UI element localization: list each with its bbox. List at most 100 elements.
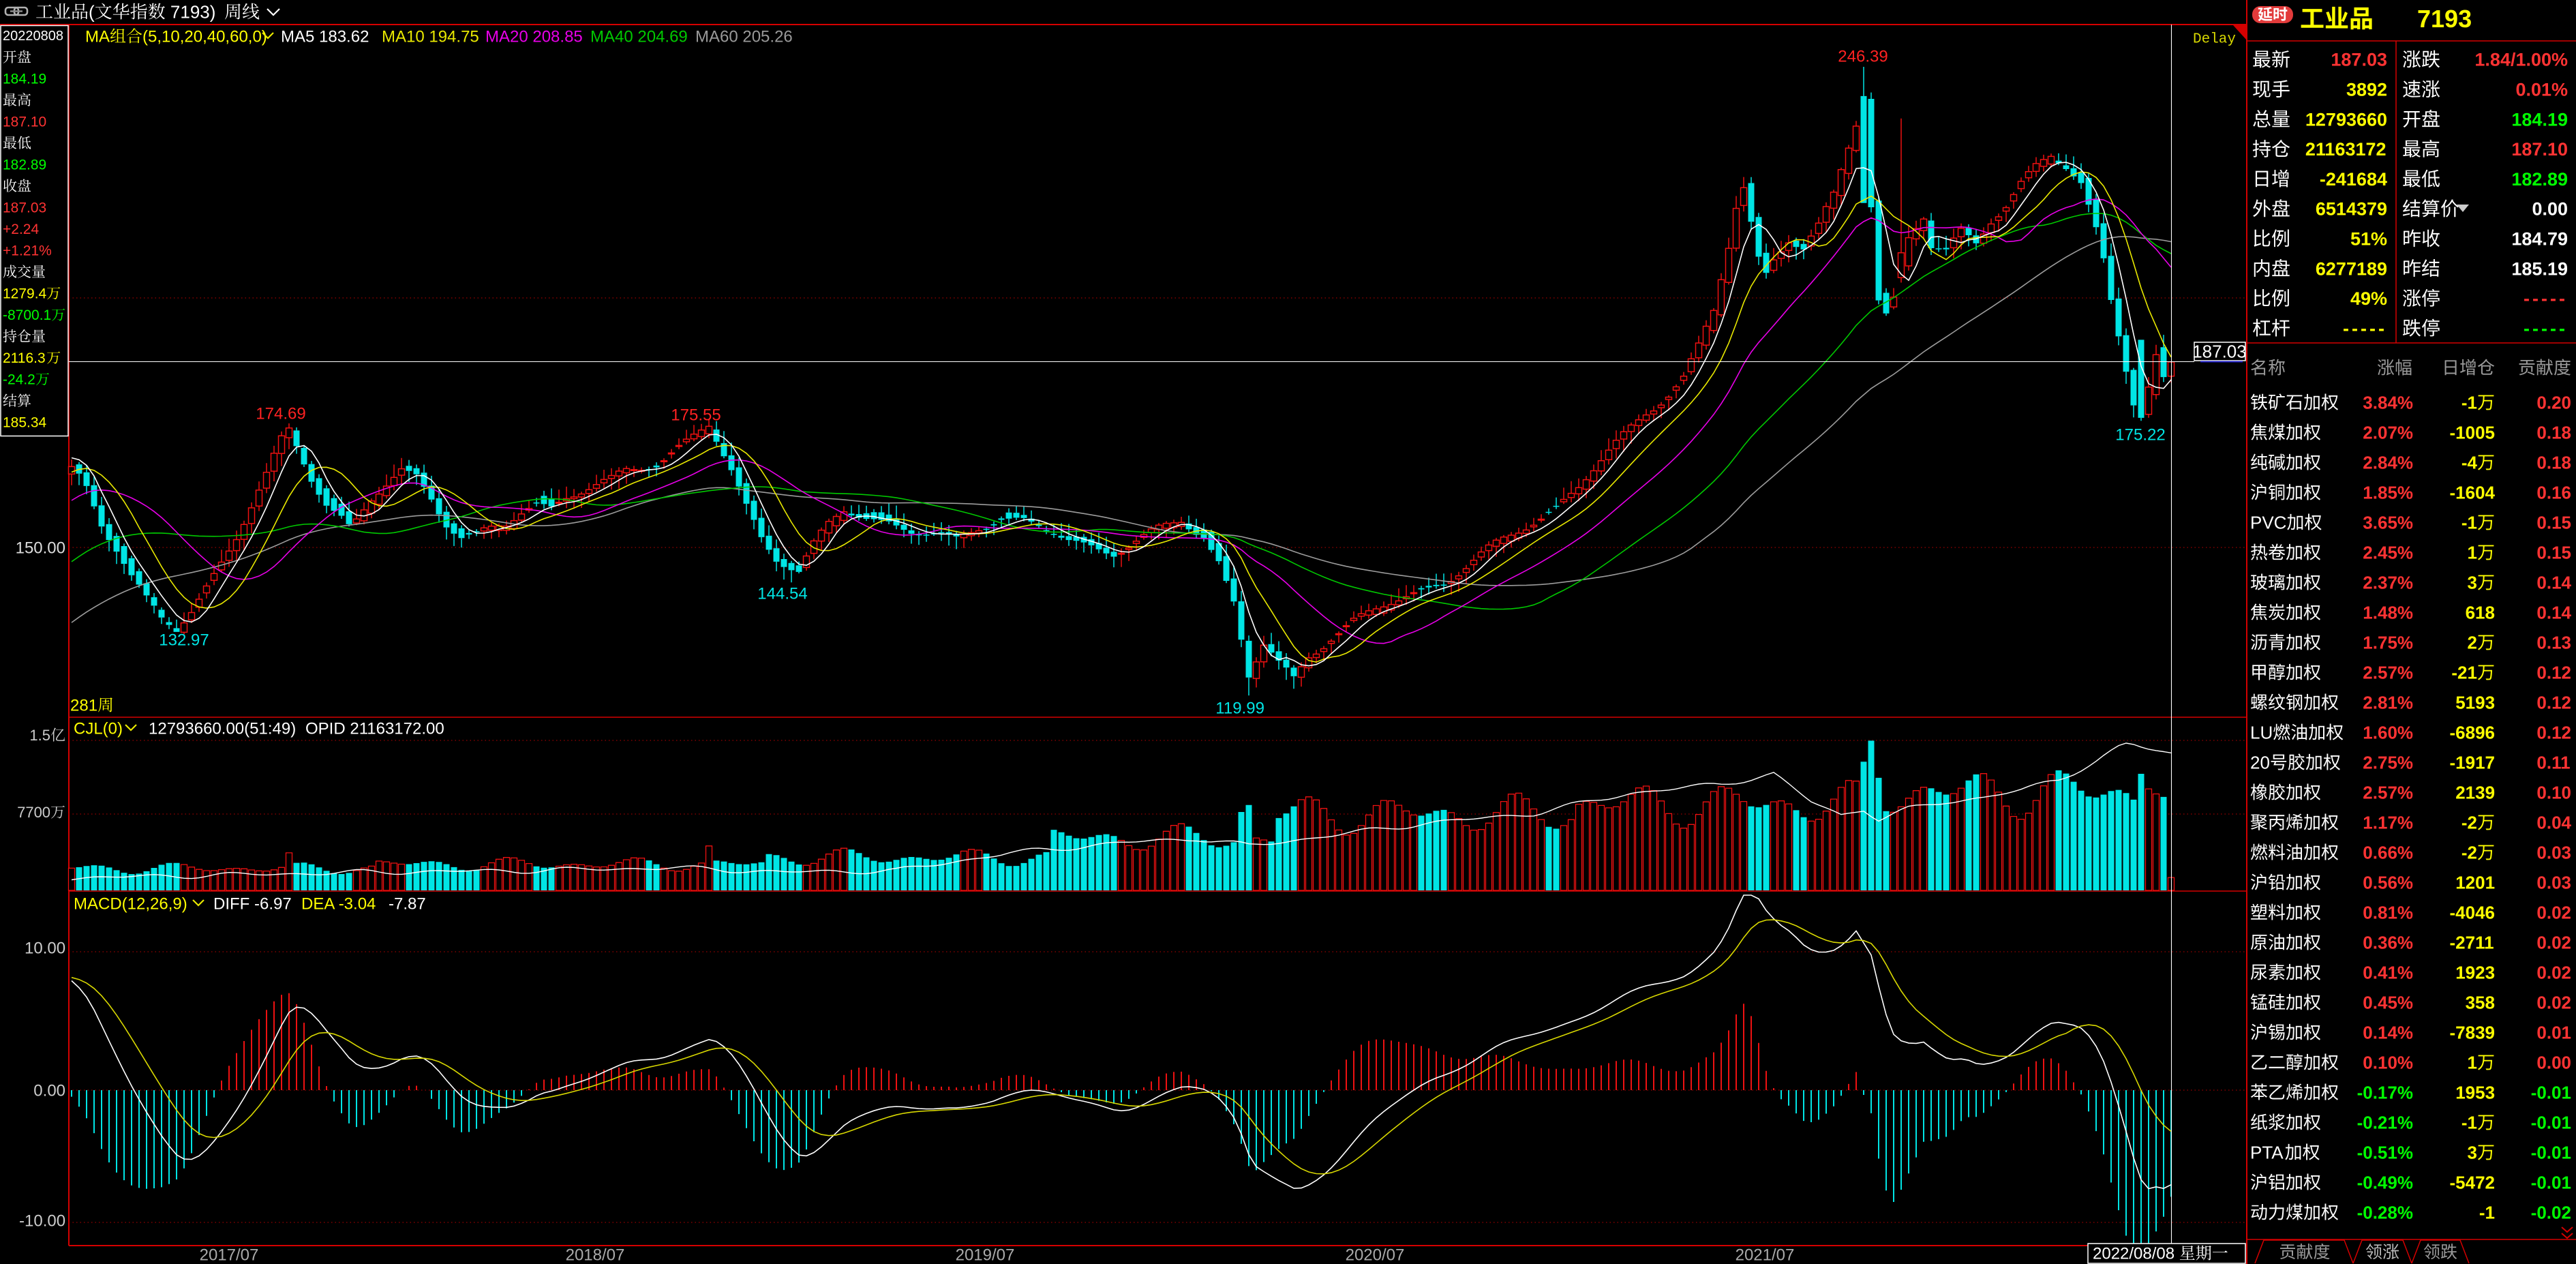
svg-text:0.20: 0.20	[2536, 392, 2571, 412]
svg-text:144.54: 144.54	[757, 585, 807, 603]
svg-text:0.15: 0.15	[2536, 542, 2571, 562]
svg-text:-1604: -1604	[2450, 482, 2496, 502]
svg-text:20: 20	[2250, 752, 2270, 772]
svg-text:OPID 21163172.00: OPID 21163172.00	[305, 720, 444, 738]
svg-text:MA60 205.26: MA60 205.26	[695, 28, 793, 46]
svg-text:0.01%: 0.01%	[2516, 80, 2569, 100]
svg-text:-7.87: -7.87	[389, 895, 426, 914]
svg-text:2.37%: 2.37%	[2363, 572, 2413, 592]
svg-text:0.14%: 0.14%	[2363, 1022, 2413, 1042]
svg-text:-2711: -2711	[2450, 932, 2494, 952]
svg-text:119.99: 119.99	[1215, 699, 1264, 718]
svg-text:150.00: 150.00	[16, 539, 65, 558]
svg-text:-1917: -1917	[2450, 752, 2496, 772]
svg-text:-1: -1	[2461, 1112, 2477, 1132]
svg-text:0.14: 0.14	[2536, 572, 2571, 592]
svg-text:0.12: 0.12	[2536, 722, 2571, 742]
svg-text:-1: -1	[2479, 1202, 2495, 1222]
svg-text:-24.2: -24.2	[3, 372, 35, 388]
svg-text:LU: LU	[2250, 722, 2273, 742]
svg-text:-1: -1	[2461, 512, 2477, 532]
svg-text:-0.01: -0.01	[2531, 1142, 2571, 1162]
svg-text:5193: 5193	[2455, 692, 2495, 712]
svg-text:+1.21%: +1.21%	[3, 243, 52, 259]
svg-text:358: 358	[2466, 992, 2495, 1012]
svg-text:2020/07: 2020/07	[1346, 1246, 1405, 1264]
svg-text:187.03: 187.03	[3, 200, 46, 216]
svg-text:3892: 3892	[2346, 80, 2387, 100]
svg-text:-6896: -6896	[2450, 722, 2496, 742]
svg-text:7193: 7193	[2417, 5, 2472, 33]
svg-text:6514379: 6514379	[2316, 199, 2387, 220]
svg-text:PTA: PTA	[2250, 1142, 2284, 1162]
svg-text:DEA -3.04: DEA -3.04	[301, 895, 376, 914]
svg-text:3: 3	[2468, 572, 2477, 592]
svg-text:-0.17%: -0.17%	[2357, 1082, 2413, 1102]
svg-text:2: 2	[2468, 632, 2477, 652]
svg-text:2017/07: 2017/07	[200, 1246, 259, 1264]
svg-text:-241684: -241684	[2320, 169, 2387, 190]
svg-text:-5472: -5472	[2450, 1172, 2496, 1192]
svg-text:7193): 7193)	[166, 1, 216, 22]
svg-text:0.03: 0.03	[2536, 842, 2571, 862]
svg-text:185.34: 185.34	[3, 415, 47, 431]
svg-text:0.14: 0.14	[2536, 602, 2571, 622]
svg-text:49%: 49%	[2350, 288, 2387, 309]
svg-text:-2: -2	[2461, 812, 2477, 832]
svg-text:0.10%: 0.10%	[2363, 1052, 2413, 1072]
svg-text:0.15: 0.15	[2536, 512, 2571, 532]
svg-text:1.84/1.00%: 1.84/1.00%	[2474, 50, 2568, 70]
svg-text:21163172: 21163172	[2305, 139, 2386, 160]
svg-text:0.02: 0.02	[2536, 992, 2571, 1012]
svg-text:184.19: 184.19	[3, 72, 46, 87]
svg-text:CJL(0): CJL(0)	[74, 720, 123, 738]
svg-text:175.55: 175.55	[671, 406, 721, 425]
svg-text:0.10: 0.10	[2536, 782, 2571, 802]
svg-text:185.19: 185.19	[2511, 258, 2568, 279]
svg-text:PVC: PVC	[2250, 512, 2286, 532]
svg-text:0.04: 0.04	[2536, 812, 2571, 832]
svg-text:12793660.00(51:49): 12793660.00(51:49)	[149, 720, 296, 738]
svg-text:0.02: 0.02	[2536, 932, 2571, 952]
svg-text:(: (	[89, 1, 95, 22]
svg-text:1.48%: 1.48%	[2363, 602, 2413, 622]
svg-text:-----: -----	[2343, 318, 2387, 339]
svg-text:-0.49%: -0.49%	[2357, 1172, 2413, 1192]
svg-text:-21: -21	[2451, 662, 2477, 682]
svg-text:MACD(12,26,9): MACD(12,26,9)	[74, 895, 187, 914]
svg-text:0.36%: 0.36%	[2363, 932, 2413, 952]
svg-text:10.00: 10.00	[25, 939, 65, 958]
svg-text:2.57%: 2.57%	[2363, 782, 2413, 802]
svg-text:-2: -2	[2461, 842, 2477, 862]
svg-text:51%: 51%	[2350, 229, 2387, 250]
svg-text:2139: 2139	[2455, 782, 2495, 802]
svg-text:0.41%: 0.41%	[2363, 962, 2413, 982]
svg-text:1923: 1923	[2455, 962, 2495, 982]
svg-text:246.39: 246.39	[1838, 48, 1888, 66]
svg-text:0.00: 0.00	[2532, 199, 2569, 220]
svg-text:3.84%: 3.84%	[2363, 392, 2413, 412]
svg-text:0.00: 0.00	[33, 1082, 65, 1100]
svg-text:-0.21%: -0.21%	[2357, 1112, 2413, 1132]
svg-text:1279.4: 1279.4	[3, 286, 47, 302]
svg-text:2.07%: 2.07%	[2363, 422, 2413, 442]
svg-text:-----: -----	[2524, 288, 2568, 309]
svg-text:1.17%: 1.17%	[2363, 812, 2413, 832]
svg-text:-0.01: -0.01	[2531, 1082, 2571, 1102]
svg-text:1953: 1953	[2455, 1082, 2495, 1102]
svg-text:2116.3: 2116.3	[3, 350, 46, 366]
svg-text:281: 281	[70, 697, 97, 715]
svg-text:0.02: 0.02	[2536, 902, 2571, 922]
svg-text:1: 1	[2468, 542, 2477, 562]
svg-text:0.11: 0.11	[2536, 752, 2570, 772]
svg-text:2.57%: 2.57%	[2363, 662, 2413, 682]
svg-text:-0.51%: -0.51%	[2357, 1142, 2413, 1162]
svg-text:1201: 1201	[2455, 872, 2495, 892]
svg-text:Delay: Delay	[2193, 32, 2236, 48]
svg-text:0.03: 0.03	[2536, 872, 2571, 892]
svg-text:1.5: 1.5	[29, 727, 50, 744]
svg-text:3.65%: 3.65%	[2363, 512, 2413, 532]
svg-text:0.18: 0.18	[2536, 452, 2571, 472]
svg-text:0.13: 0.13	[2536, 632, 2571, 652]
svg-text:MA10 194.75: MA10 194.75	[382, 28, 479, 46]
